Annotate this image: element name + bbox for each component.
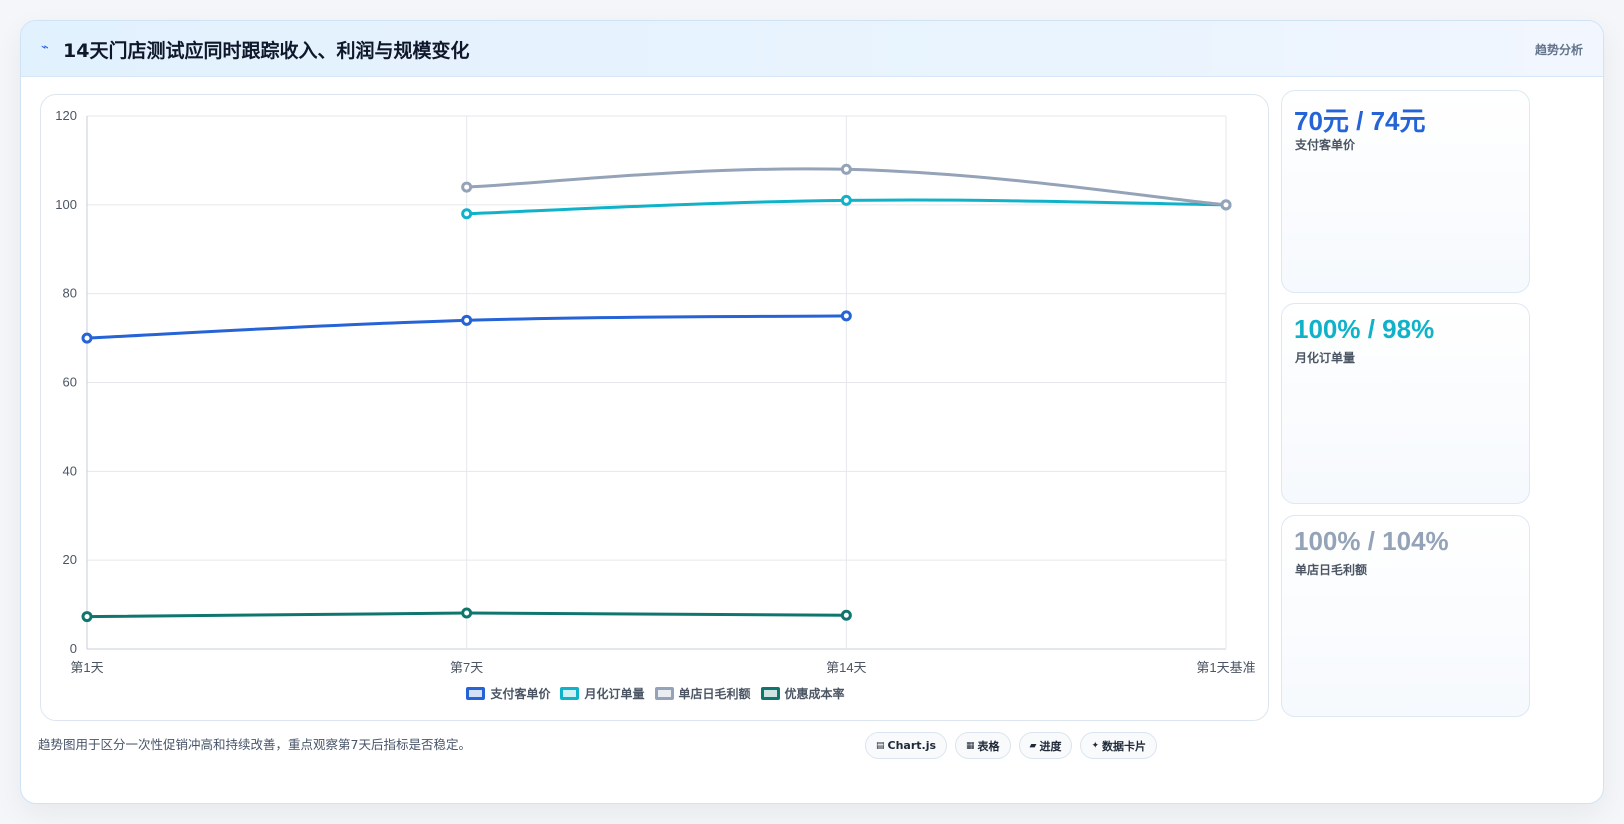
kpi-value: 70元 / 74元 bbox=[1294, 106, 1426, 136]
chip-label: 进度 bbox=[1039, 739, 1062, 753]
line-chart: 0 20 40 60 80 100 120 第1天 第7天 第14天 第1天基准 bbox=[55, 108, 1255, 675]
legend-swatch bbox=[466, 686, 486, 700]
series-point-3 bbox=[81, 611, 93, 623]
data-card-icon: ✦ bbox=[1091, 740, 1100, 751]
chart-icon: ▤ bbox=[876, 740, 885, 751]
kpi-card-gross-profit: 100% / 104% 单店日毛利额 bbox=[1281, 515, 1530, 717]
series-point-0 bbox=[461, 314, 473, 326]
y-tick-label: 20 bbox=[63, 552, 77, 567]
y-tick-label: 0 bbox=[70, 641, 77, 656]
card-title: 14天门店测试应同时跟踪收入、利润与规模变化 bbox=[63, 40, 470, 62]
chip-progress[interactable]: ▰ 进度 bbox=[1018, 732, 1073, 759]
kpi-value: 100% / 98% bbox=[1294, 314, 1435, 344]
trend-card: ⌁ 14天门店测试应同时跟踪收入、利润与规模变化 趋势分析 0 20 40 60 80 1… bbox=[20, 20, 1604, 804]
kpi-value: 100% / 104% bbox=[1294, 526, 1449, 556]
legend-item[interactable]: 单店日毛利额 bbox=[654, 685, 751, 701]
legend-label: 优惠成本率 bbox=[784, 686, 845, 701]
series-point-2 bbox=[1220, 199, 1232, 211]
chip-table[interactable]: ▦ 表格 bbox=[955, 732, 1011, 759]
kpi-card-order-volume: 100% / 98% 月化订单量 bbox=[1281, 303, 1530, 504]
series-point-0 bbox=[840, 310, 852, 322]
chip-chartjs[interactable]: ▤ Chart.js bbox=[865, 732, 948, 759]
legend-label: 支付客单价 bbox=[490, 686, 551, 701]
footer-note: 趋势图用于区分一次性促销冲高和持续改善，重点观察第7天后指标是否稳定。 bbox=[38, 737, 471, 752]
y-tick-label: 40 bbox=[63, 463, 77, 478]
chip-label: Chart.js bbox=[887, 739, 937, 752]
series-point-1 bbox=[840, 194, 852, 206]
table-icon: ▦ bbox=[966, 740, 975, 751]
series-point-0 bbox=[81, 332, 93, 344]
legend-item[interactable]: 月化订单量 bbox=[560, 685, 645, 701]
y-tick-label: 100 bbox=[55, 197, 77, 212]
x-tick-label: 第14天 bbox=[826, 660, 866, 675]
legend-swatch bbox=[560, 686, 580, 700]
card-header: ⌁ 14天门店测试应同时跟踪收入、利润与规模变化 趋势分析 bbox=[21, 21, 1603, 77]
series-point-3 bbox=[461, 607, 473, 619]
series-point-3 bbox=[840, 609, 852, 621]
y-tick-label: 60 bbox=[63, 375, 77, 390]
progress-icon: ▰ bbox=[1029, 740, 1037, 751]
kpi-label: 月化订单量 bbox=[1295, 351, 1356, 365]
series-point-1 bbox=[461, 208, 473, 220]
series-point-2 bbox=[461, 181, 473, 193]
x-tick-label: 第1天 bbox=[70, 660, 103, 675]
kpi-label: 单店日毛利额 bbox=[1295, 563, 1368, 577]
x-tick-label: 第1天基准 bbox=[1196, 660, 1255, 675]
legend-swatch bbox=[760, 686, 780, 700]
legend-item[interactable]: 支付客单价 bbox=[466, 685, 550, 701]
chart-legend: 支付客单价 月化订单量 单店日毛利额 优惠成本率 bbox=[41, 685, 1270, 701]
legend-swatch bbox=[654, 686, 674, 700]
kpi-label: 支付客单价 bbox=[1295, 138, 1356, 152]
y-tick-label: 80 bbox=[63, 286, 77, 301]
legend-label: 月化订单量 bbox=[584, 686, 645, 701]
chip-label: 表格 bbox=[977, 739, 1000, 753]
kpi-card-avg-price: 70元 / 74元 支付客单价 bbox=[1281, 90, 1530, 293]
y-tick-label: 120 bbox=[55, 108, 77, 123]
legend-item[interactable]: 优惠成本率 bbox=[760, 685, 845, 701]
trend-bolt-icon: ⌁ bbox=[41, 40, 49, 55]
trend-analysis-tag: 趋势分析 bbox=[1534, 43, 1583, 57]
legend-label: 单店日毛利额 bbox=[678, 686, 751, 701]
x-tick-label: 第7天 bbox=[450, 660, 483, 675]
line-chart-panel: 0 20 40 60 80 100 120 第1天 第7天 第14天 第1天基准 支付客单价 月化订单… bbox=[40, 94, 1269, 721]
chip-data-card[interactable]: ✦ 数据卡片 bbox=[1080, 732, 1158, 759]
view-chips: ▤ Chart.js ▦ 表格 ▰ 进度 ✦ 数据卡片 bbox=[865, 732, 1158, 759]
chip-label: 数据卡片 bbox=[1102, 739, 1147, 753]
series-point-2 bbox=[840, 163, 852, 175]
